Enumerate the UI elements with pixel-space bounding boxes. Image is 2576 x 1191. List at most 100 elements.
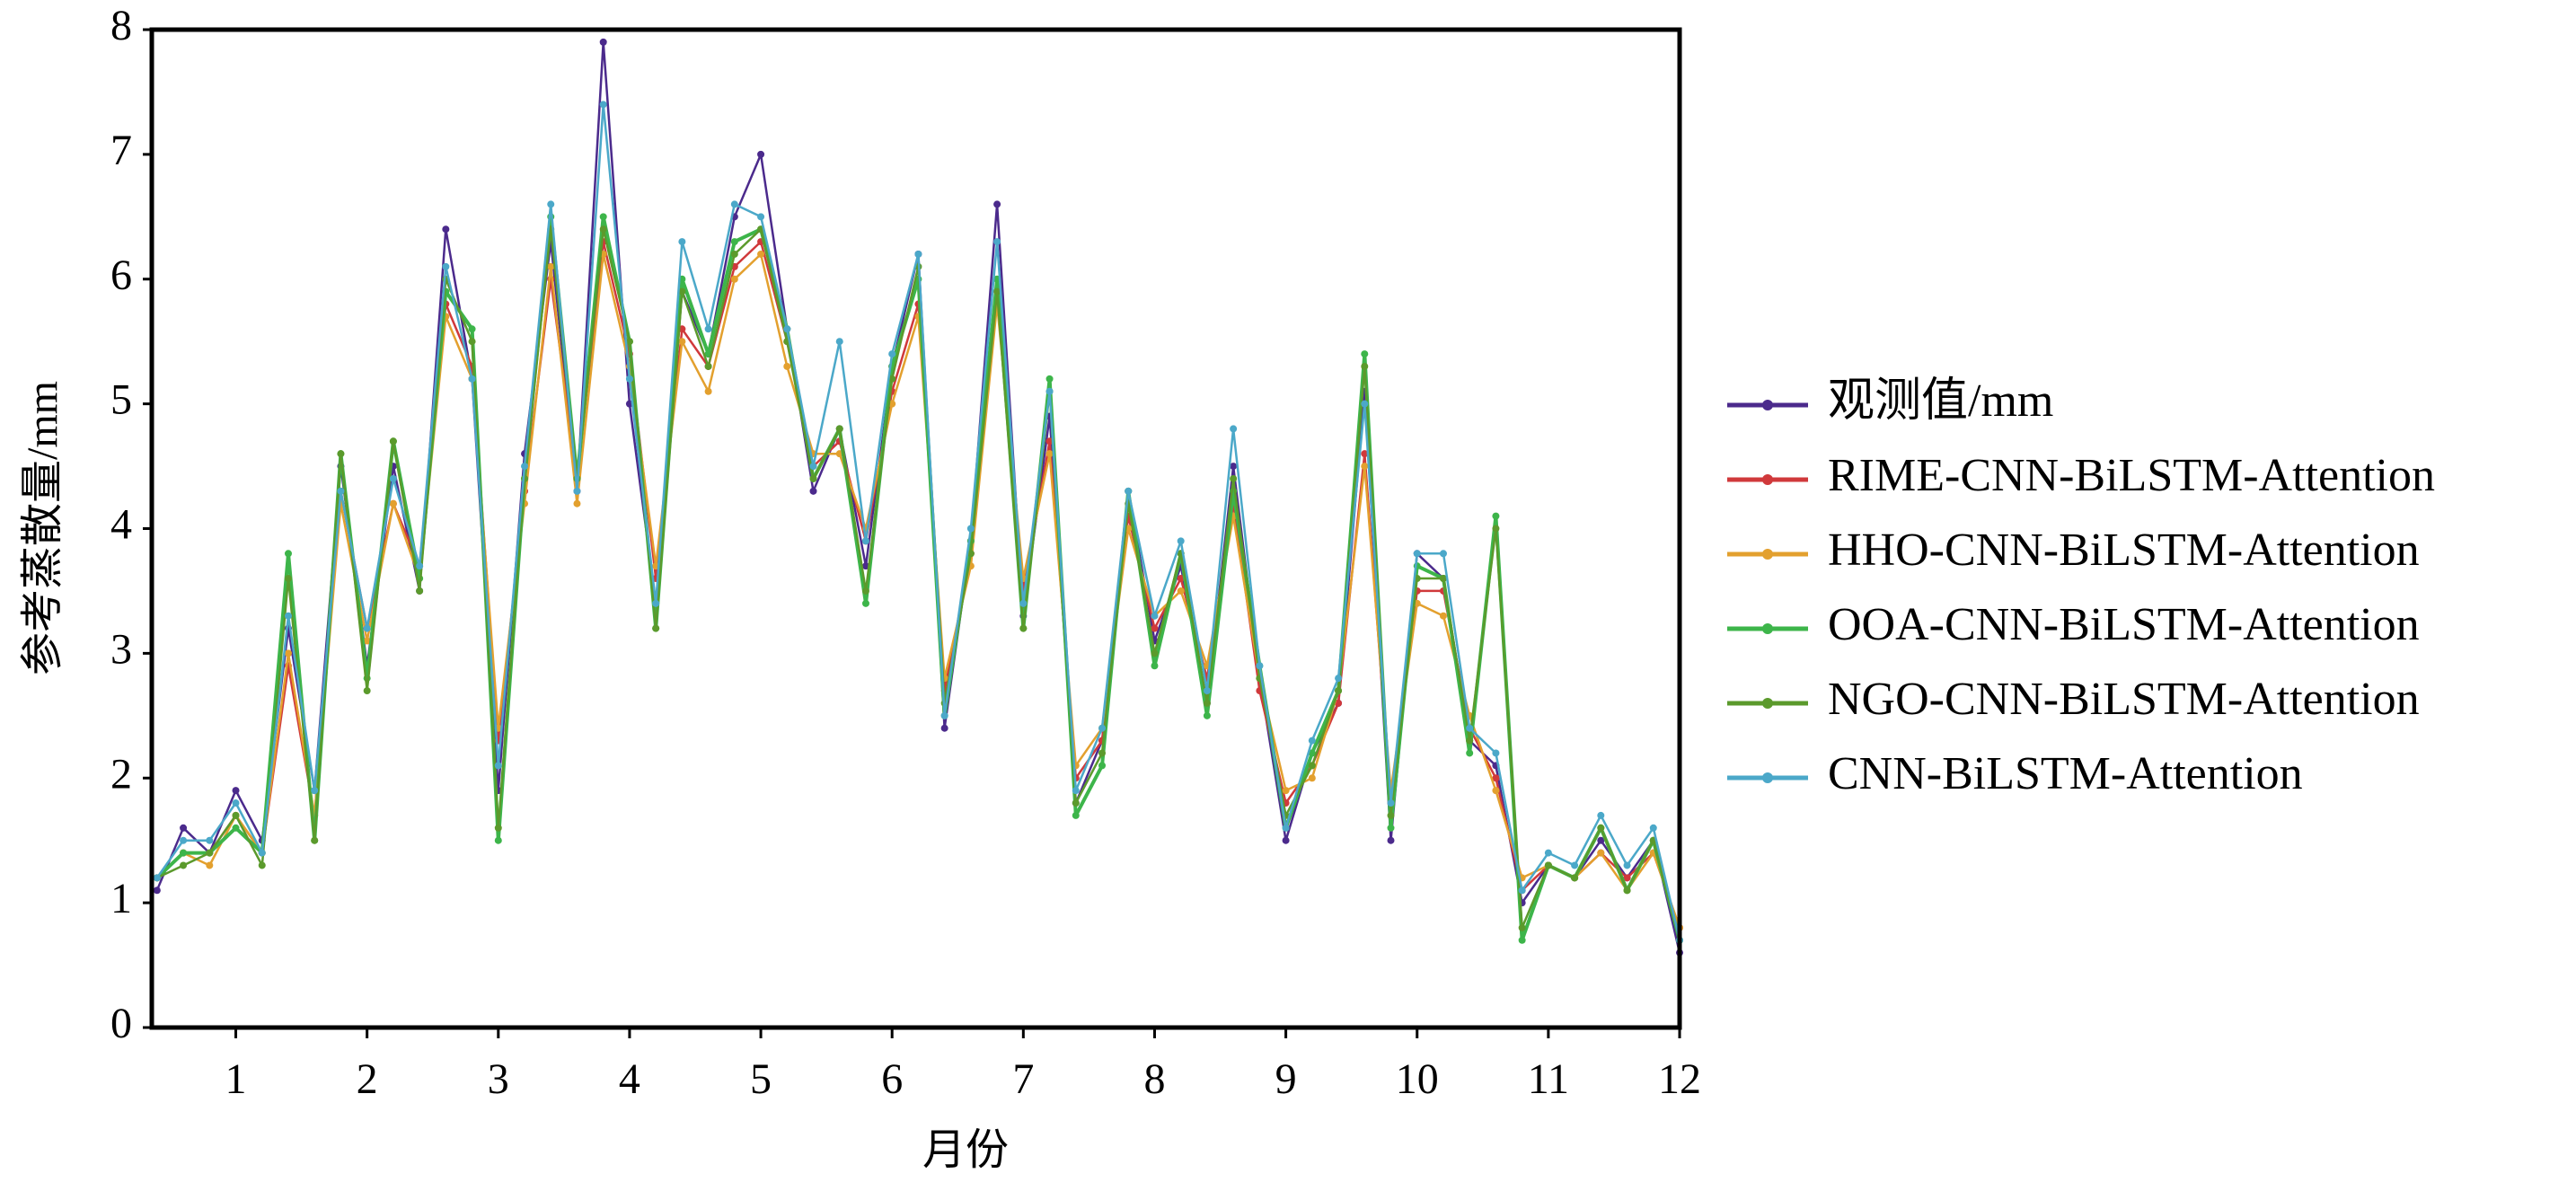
data-point bbox=[1072, 799, 1080, 807]
data-point bbox=[1544, 861, 1552, 869]
data-point bbox=[1125, 487, 1133, 495]
data-point bbox=[1492, 512, 1500, 520]
x-axis-label: 月份 bbox=[922, 1126, 1009, 1174]
data-point bbox=[1439, 550, 1447, 558]
legend-marker bbox=[1762, 623, 1773, 634]
data-point bbox=[1597, 836, 1605, 844]
data-point bbox=[625, 375, 633, 383]
data-point bbox=[494, 824, 502, 832]
data-point bbox=[861, 599, 869, 607]
data-point bbox=[180, 824, 188, 832]
data-point bbox=[1387, 824, 1395, 832]
data-point bbox=[861, 587, 869, 595]
data-point bbox=[966, 550, 975, 558]
data-point bbox=[416, 562, 424, 570]
data-point bbox=[1387, 799, 1395, 807]
data-point bbox=[363, 687, 371, 695]
y-tick-label: 1 bbox=[110, 875, 132, 922]
data-point bbox=[1492, 749, 1500, 757]
data-point bbox=[1308, 762, 1316, 770]
data-point bbox=[1518, 923, 1526, 931]
data-point bbox=[1151, 612, 1159, 620]
y-tick-label: 8 bbox=[110, 2, 132, 49]
legend-label: RIME-CNN-BiLSTM-Attention bbox=[1828, 450, 2435, 501]
data-point bbox=[1361, 463, 1369, 471]
data-point bbox=[599, 101, 607, 109]
data-point bbox=[337, 487, 345, 495]
data-point bbox=[940, 711, 948, 719]
y-tick-label: 2 bbox=[110, 750, 132, 798]
y-tick-label: 7 bbox=[110, 127, 132, 174]
data-point bbox=[835, 338, 843, 346]
data-point bbox=[1045, 450, 1054, 458]
data-point bbox=[1098, 762, 1107, 770]
data-point bbox=[1361, 362, 1369, 370]
data-point bbox=[1072, 787, 1080, 795]
data-point bbox=[888, 350, 896, 358]
data-point bbox=[1230, 425, 1238, 433]
data-point bbox=[1335, 699, 1343, 707]
data-point bbox=[1308, 774, 1316, 782]
data-point bbox=[1203, 711, 1211, 719]
data-point bbox=[468, 325, 476, 333]
data-point bbox=[1177, 575, 1185, 583]
data-point bbox=[1019, 624, 1028, 632]
data-point bbox=[311, 787, 319, 795]
data-point bbox=[1177, 587, 1185, 595]
data-point bbox=[1544, 849, 1552, 857]
data-point bbox=[284, 649, 292, 657]
data-point bbox=[1282, 824, 1290, 832]
data-point bbox=[1387, 811, 1395, 819]
data-point bbox=[1151, 649, 1159, 657]
data-point bbox=[547, 262, 555, 270]
data-point bbox=[1335, 675, 1343, 683]
data-point bbox=[442, 225, 450, 234]
data-point bbox=[1361, 350, 1369, 358]
data-point bbox=[993, 200, 1001, 208]
data-point bbox=[180, 849, 188, 857]
data-point bbox=[757, 250, 765, 258]
data-point bbox=[389, 474, 397, 482]
x-tick-label: 12 bbox=[1658, 1055, 1701, 1103]
data-point bbox=[678, 238, 686, 246]
data-point bbox=[1492, 787, 1500, 795]
y-tick-label: 6 bbox=[110, 251, 132, 299]
data-point bbox=[573, 499, 581, 507]
data-point bbox=[1466, 749, 1474, 757]
data-point bbox=[1623, 861, 1631, 869]
data-point bbox=[468, 375, 476, 383]
data-point bbox=[206, 836, 214, 844]
data-point bbox=[704, 362, 712, 370]
data-point bbox=[494, 762, 502, 770]
data-point bbox=[494, 836, 502, 844]
data-point bbox=[1466, 737, 1474, 745]
data-point bbox=[1335, 687, 1343, 695]
data-point bbox=[1282, 836, 1290, 844]
data-point bbox=[1177, 537, 1185, 545]
data-point bbox=[573, 487, 581, 495]
data-point bbox=[1098, 749, 1107, 757]
data-point bbox=[180, 861, 188, 869]
data-point bbox=[1098, 724, 1107, 732]
y-tick-label: 0 bbox=[110, 1000, 132, 1047]
data-point bbox=[389, 437, 397, 446]
data-point bbox=[888, 375, 896, 383]
data-point bbox=[757, 213, 765, 221]
data-point bbox=[180, 836, 188, 844]
data-point bbox=[625, 338, 633, 346]
data-point bbox=[1597, 849, 1605, 857]
data-point bbox=[678, 338, 686, 346]
data-point bbox=[704, 325, 712, 333]
y-axis-label: 参考蒸散量/mm bbox=[19, 381, 66, 675]
legend-marker bbox=[1762, 772, 1773, 783]
data-point bbox=[835, 425, 843, 433]
x-tick-label: 4 bbox=[619, 1055, 640, 1103]
data-point bbox=[1439, 575, 1447, 583]
legend-marker bbox=[1762, 400, 1773, 410]
data-point bbox=[730, 200, 738, 208]
data-point bbox=[1045, 437, 1054, 446]
data-point bbox=[704, 387, 712, 395]
data-point bbox=[599, 38, 607, 46]
data-point bbox=[416, 587, 424, 595]
